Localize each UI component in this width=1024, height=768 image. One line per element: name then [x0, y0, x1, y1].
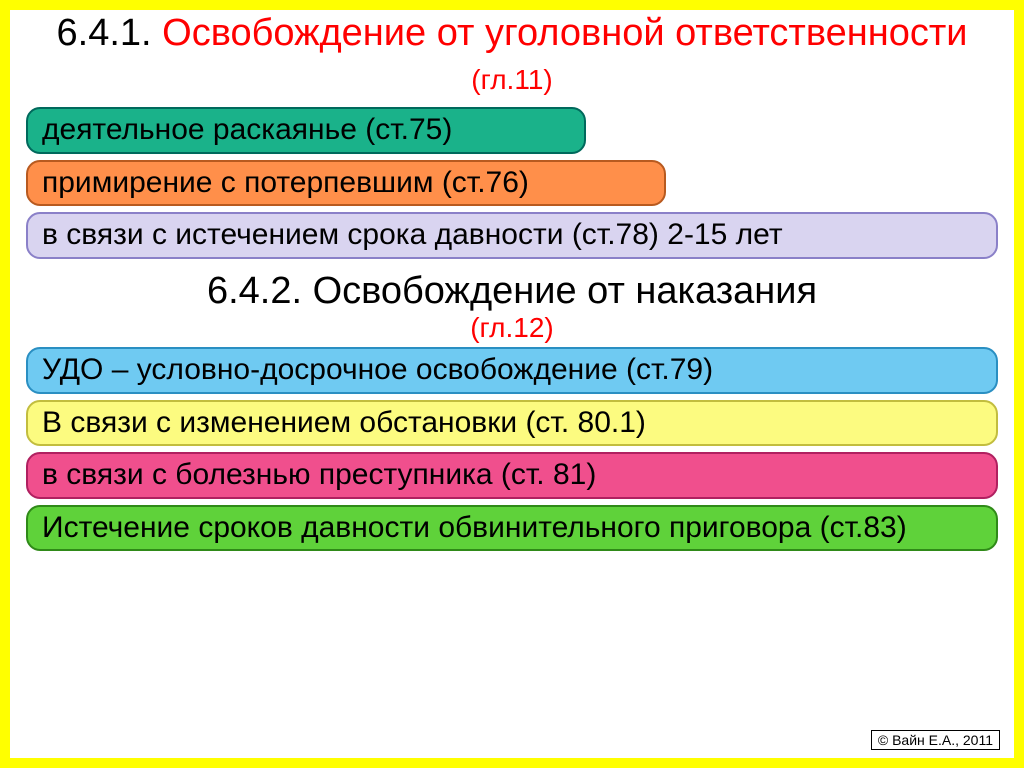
- box-illness: в связи с болезнью преступника (ст. 81): [26, 452, 998, 499]
- box-parole: УДО – условно-досрочное освобождение (ст…: [26, 347, 998, 394]
- section1-number: 6.4.1.: [57, 12, 163, 54]
- section2-title: 6.4.2. Освобождение от наказания (гл.12): [26, 265, 998, 348]
- section1-main: Освобождение от уголовной ответственност…: [162, 12, 967, 54]
- slide-frame: 6.4.1. Освобождение от уголовной ответст…: [0, 0, 1024, 768]
- box-repentance: деятельное раскаянье (ст.75): [26, 107, 586, 154]
- section2-number: 6.4.2.: [207, 270, 313, 312]
- section2-main: Освобождение от наказания: [313, 270, 817, 312]
- section2-chapter: (гл.12): [26, 313, 998, 344]
- box-limitation-period: в связи с истечением срока давности (ст.…: [26, 212, 998, 259]
- copyright-box: © Вайн Е.А., 2011: [871, 730, 1000, 750]
- section1-title: 6.4.1. Освобождение от уголовной ответст…: [26, 10, 998, 107]
- box-conviction-limitation: Истечение сроков давности обвинительного…: [26, 505, 998, 552]
- box-reconciliation: примирение с потерпевшим (ст.76): [26, 160, 666, 207]
- box-changed-circumstances: В связи с изменением обстановки (ст. 80.…: [26, 400, 998, 447]
- section1-chapter: (гл.11): [471, 64, 552, 95]
